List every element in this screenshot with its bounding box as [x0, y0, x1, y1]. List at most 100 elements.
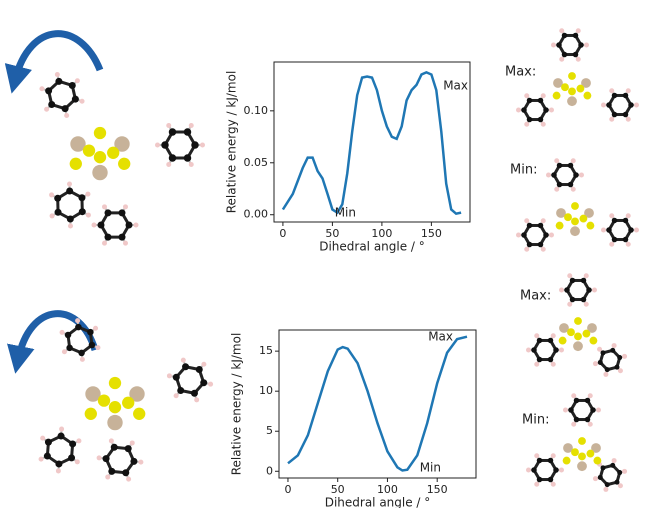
- plot-frame: [274, 62, 470, 222]
- hydrogen: [68, 223, 73, 228]
- hydrogen: [609, 88, 614, 93]
- sulfur: [571, 202, 579, 210]
- carbon: [75, 324, 82, 331]
- carbon: [610, 463, 615, 468]
- sulfur: [98, 394, 110, 406]
- carbon: [58, 433, 65, 440]
- hydrogen: [49, 192, 54, 197]
- carbon: [521, 232, 527, 238]
- carbon: [585, 398, 591, 404]
- carbon: [105, 234, 112, 241]
- carbon: [548, 338, 554, 344]
- carbon: [612, 112, 618, 118]
- carbon: [537, 458, 543, 464]
- hydrogen: [584, 273, 589, 278]
- x-tick-label: 100: [371, 227, 392, 240]
- sulfur: [578, 437, 586, 445]
- hydrogen: [551, 333, 556, 338]
- hydrogen: [592, 288, 597, 293]
- carbon: [521, 107, 527, 113]
- y-tick-label: 10: [259, 384, 273, 397]
- carbon: [601, 350, 606, 355]
- tin: [573, 341, 583, 351]
- hydrogen: [138, 460, 143, 465]
- carbon: [573, 52, 579, 58]
- carbon: [177, 387, 184, 394]
- hydrogen: [189, 123, 194, 128]
- carbon: [557, 182, 563, 188]
- hydrogen: [593, 361, 598, 366]
- carbon: [68, 454, 75, 461]
- hydrogen: [597, 347, 602, 352]
- hydrogen: [588, 422, 593, 427]
- sulfur: [83, 144, 95, 156]
- carbon: [578, 42, 584, 48]
- carbon: [623, 237, 629, 243]
- carbon: [553, 347, 559, 353]
- hydrogen: [55, 72, 60, 77]
- carbon: [527, 242, 533, 248]
- carbon: [44, 453, 51, 460]
- hydrogen: [516, 233, 521, 238]
- hydrogen: [571, 187, 576, 192]
- carbon: [169, 128, 177, 136]
- carbon: [614, 480, 619, 485]
- sulfur: [559, 337, 567, 345]
- carbon: [538, 117, 544, 123]
- sulfur: [574, 317, 582, 325]
- sulfur: [571, 217, 579, 225]
- hydrogen: [109, 438, 114, 443]
- carbon: [531, 347, 537, 353]
- carbon: [538, 98, 544, 104]
- carbon: [614, 365, 619, 370]
- carbon: [103, 455, 110, 462]
- hydrogen: [123, 204, 128, 209]
- carbon: [105, 209, 112, 216]
- hydrogen: [534, 333, 539, 338]
- hydrogen: [559, 57, 564, 62]
- structure-label: Min:: [522, 413, 549, 428]
- y-tick-label: 0.10: [244, 104, 269, 117]
- hydrogen: [75, 78, 80, 83]
- carbon: [556, 42, 562, 48]
- hydrogen: [534, 362, 539, 367]
- carbon: [568, 182, 574, 188]
- carbon: [564, 287, 570, 293]
- hydrogen: [166, 123, 171, 128]
- hydrogen: [549, 233, 554, 238]
- hydrogen: [189, 162, 194, 167]
- annotation: Max: [443, 79, 468, 93]
- carbon: [623, 112, 629, 118]
- hydrogen: [167, 373, 172, 378]
- y-tick-label: 0.00: [244, 208, 269, 221]
- hydrogen: [102, 204, 107, 209]
- carbon: [605, 482, 610, 487]
- carbon: [605, 367, 610, 372]
- carbon: [568, 163, 574, 169]
- tin: [567, 96, 577, 106]
- sulfur: [109, 401, 121, 413]
- sulfur: [567, 328, 575, 336]
- carbon: [531, 467, 537, 473]
- sulfur: [122, 397, 134, 409]
- hydrogen: [123, 241, 128, 246]
- y-axis-label: Relative energy / kJ/mol: [225, 71, 239, 214]
- carbon: [89, 342, 96, 349]
- hydrogen: [563, 408, 568, 413]
- carbon: [586, 287, 592, 293]
- hydrogen: [102, 241, 107, 246]
- tin: [92, 165, 107, 180]
- hydrogen: [208, 382, 213, 387]
- hydrogen: [56, 468, 61, 473]
- hydrogen: [181, 358, 186, 363]
- carbon: [200, 379, 207, 386]
- sulfur: [564, 213, 572, 221]
- carbon: [581, 297, 587, 303]
- hydrogen: [626, 117, 631, 122]
- hydrogen: [524, 93, 529, 98]
- hydrogen: [97, 455, 102, 460]
- y-tick-label: 0.05: [244, 156, 269, 169]
- sulfur: [593, 457, 601, 465]
- hydrogen: [524, 247, 529, 252]
- hydrogen: [603, 487, 608, 492]
